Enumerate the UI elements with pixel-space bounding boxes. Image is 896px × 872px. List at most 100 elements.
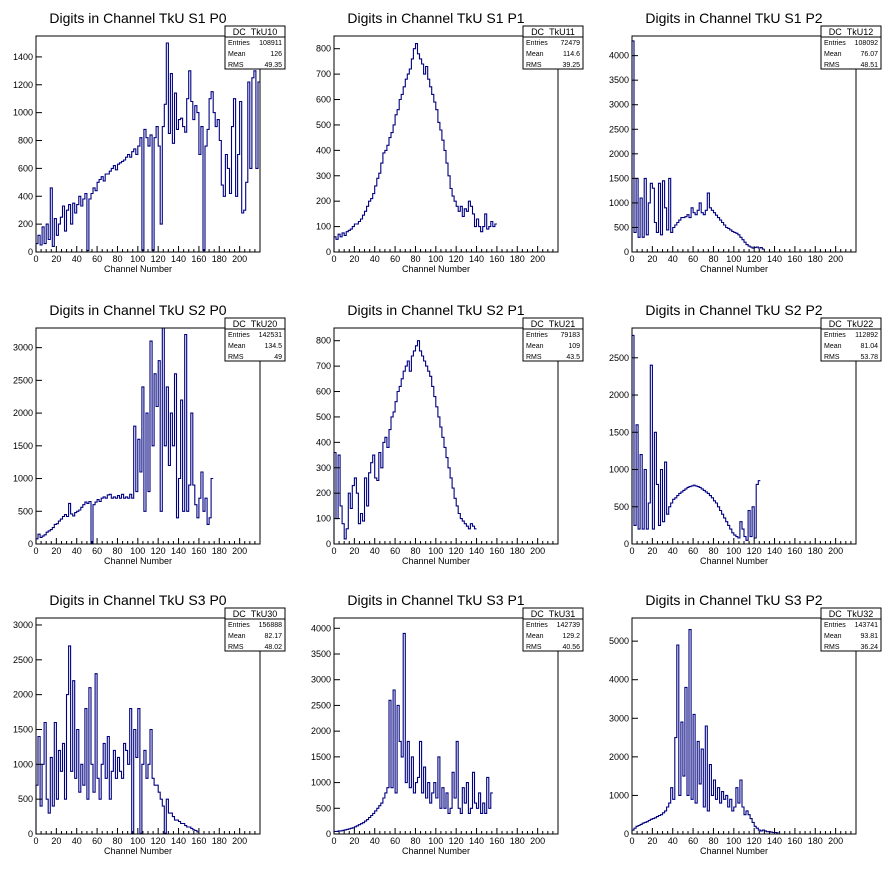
- y-tick-label: 700: [316, 69, 331, 79]
- chart-panel-9: Digits in Channel TkU S3 P2 0 20 40 60 80 100 1…: [609, 592, 882, 856]
- x-tick-label: 60: [688, 836, 698, 846]
- x-tick-label: 180: [510, 836, 525, 846]
- y-tick-label: 1500: [311, 752, 331, 762]
- x-tick-label: 200: [828, 546, 843, 556]
- x-tick-label: 180: [212, 546, 227, 556]
- stats-label: RMS: [526, 354, 542, 361]
- y-tick-label: 300: [316, 463, 331, 473]
- x-tick-label: 20: [647, 254, 657, 264]
- stats-label: Entries: [526, 40, 548, 47]
- y-tick-label: 500: [614, 502, 629, 512]
- y-tick-label: 0: [624, 247, 629, 257]
- y-tick-label: 1000: [609, 465, 629, 475]
- x-tick-label: 60: [688, 546, 698, 556]
- x-axis-label: Channel Number: [402, 846, 470, 856]
- y-tick-label: 3000: [609, 100, 629, 110]
- y-tick-label: 600: [316, 387, 331, 397]
- x-tick-label: 160: [489, 836, 504, 846]
- x-tick-label: 200: [530, 546, 545, 556]
- x-tick-label: 120: [449, 836, 464, 846]
- x-tick-label: 180: [510, 254, 525, 264]
- stats-box-frame: [224, 317, 286, 362]
- x-tick-label: 80: [112, 254, 122, 264]
- y-tick-label: 2500: [311, 700, 331, 710]
- stats-name: DC_TkU31: [531, 609, 576, 619]
- x-axis-label: Channel Number: [104, 264, 172, 274]
- x-tick-label: 80: [112, 546, 122, 556]
- x-tick-label: 80: [708, 836, 718, 846]
- y-tick-label: 500: [316, 120, 331, 130]
- y-tick-label: 3500: [311, 649, 331, 659]
- chart-panel-1: Digits in Channel TkU S1 P0 0 20 40 60 80 100 1…: [13, 10, 286, 274]
- y-tick-label: 3000: [13, 620, 33, 630]
- y-tick-label: 2500: [13, 655, 33, 665]
- x-tick-label: 20: [349, 254, 359, 264]
- y-tick-label: 500: [18, 506, 33, 516]
- x-tick-label: 120: [747, 254, 762, 264]
- stats-box-frame: [820, 25, 882, 70]
- y-tick-label: 1500: [13, 724, 33, 734]
- stats-value: 114.6: [563, 51, 580, 58]
- x-tick-label: 120: [151, 546, 166, 556]
- y-tick-label: 500: [316, 803, 331, 813]
- x-tick-label: 0: [331, 254, 336, 264]
- x-tick-label: 200: [828, 254, 843, 264]
- histogram-series: [333, 340, 477, 544]
- stats-box-frame: [224, 25, 286, 70]
- x-tick-label: 40: [72, 546, 82, 556]
- x-tick-label: 120: [747, 836, 762, 846]
- stats-box-frame: [522, 607, 584, 652]
- stats-value: 108911: [259, 40, 282, 47]
- y-tick-label: 4000: [609, 675, 629, 685]
- x-tick-label: 100: [428, 546, 443, 556]
- stats-box: DC_TkU10 Entries 108911 Mean 126 RMS 49.35: [224, 25, 286, 70]
- x-tick-label: 40: [72, 254, 82, 264]
- histogram-series: [35, 327, 214, 544]
- y-tick-label: 4000: [609, 51, 629, 61]
- x-tick-label: 80: [112, 836, 122, 846]
- stats-value: 129.2: [562, 633, 580, 640]
- x-tick-label: 200: [232, 254, 247, 264]
- stats-box: DC_TkU31 Entries 142739 Mean 129.2 RMS 40.56: [522, 607, 584, 652]
- stats-value: 156888: [259, 622, 282, 629]
- stats-value: 76.07: [860, 51, 878, 58]
- stats-box: DC_TkU12 Entries 108092 Mean 76.07 RMS 48.51: [820, 25, 882, 70]
- y-tick-label: 700: [316, 361, 331, 371]
- stats-name: DC_TkU21: [531, 319, 576, 329]
- stats-label: RMS: [526, 644, 542, 651]
- x-tick-label: 180: [212, 254, 227, 264]
- y-tick-label: 2000: [13, 690, 33, 700]
- x-tick-label: 120: [747, 546, 762, 556]
- x-tick-label: 0: [331, 546, 336, 556]
- stats-value: 142739: [557, 622, 580, 629]
- stats-value: 36.24: [860, 644, 878, 651]
- x-tick-label: 20: [51, 836, 61, 846]
- stats-label: Mean: [526, 51, 544, 58]
- y-tick-label: 3000: [311, 675, 331, 685]
- x-tick-label: 20: [51, 254, 61, 264]
- x-tick-label: 20: [51, 546, 61, 556]
- chart-panel-8: Digits in Channel TkU S3 P1 0 20 40 60 80 100 1…: [311, 592, 584, 856]
- stats-value: 48.51: [860, 62, 878, 69]
- stats-box-frame: [820, 317, 882, 362]
- x-tick-label: 180: [808, 836, 823, 846]
- y-tick-label: 800: [316, 336, 331, 346]
- x-tick-label: 60: [92, 836, 102, 846]
- x-tick-label: 20: [349, 546, 359, 556]
- y-tick-label: 200: [316, 488, 331, 498]
- stats-box: DC_TkU32 Entries 143741 Mean 93.81 RMS 36.24: [820, 607, 882, 652]
- x-tick-label: 160: [191, 546, 206, 556]
- x-tick-label: 100: [130, 836, 145, 846]
- y-tick-label: 200: [316, 196, 331, 206]
- stats-name: DC_TkU12: [829, 27, 874, 37]
- stats-label: Mean: [228, 343, 246, 350]
- stats-value: 40.56: [562, 644, 580, 651]
- stats-box-frame: [522, 317, 584, 362]
- x-tick-label: 160: [191, 254, 206, 264]
- y-tick-label: 1000: [13, 759, 33, 769]
- y-tick-label: 1000: [13, 108, 33, 118]
- x-tick-label: 100: [726, 836, 741, 846]
- stats-label: Entries: [824, 332, 846, 339]
- x-axis-label: Channel Number: [104, 846, 172, 856]
